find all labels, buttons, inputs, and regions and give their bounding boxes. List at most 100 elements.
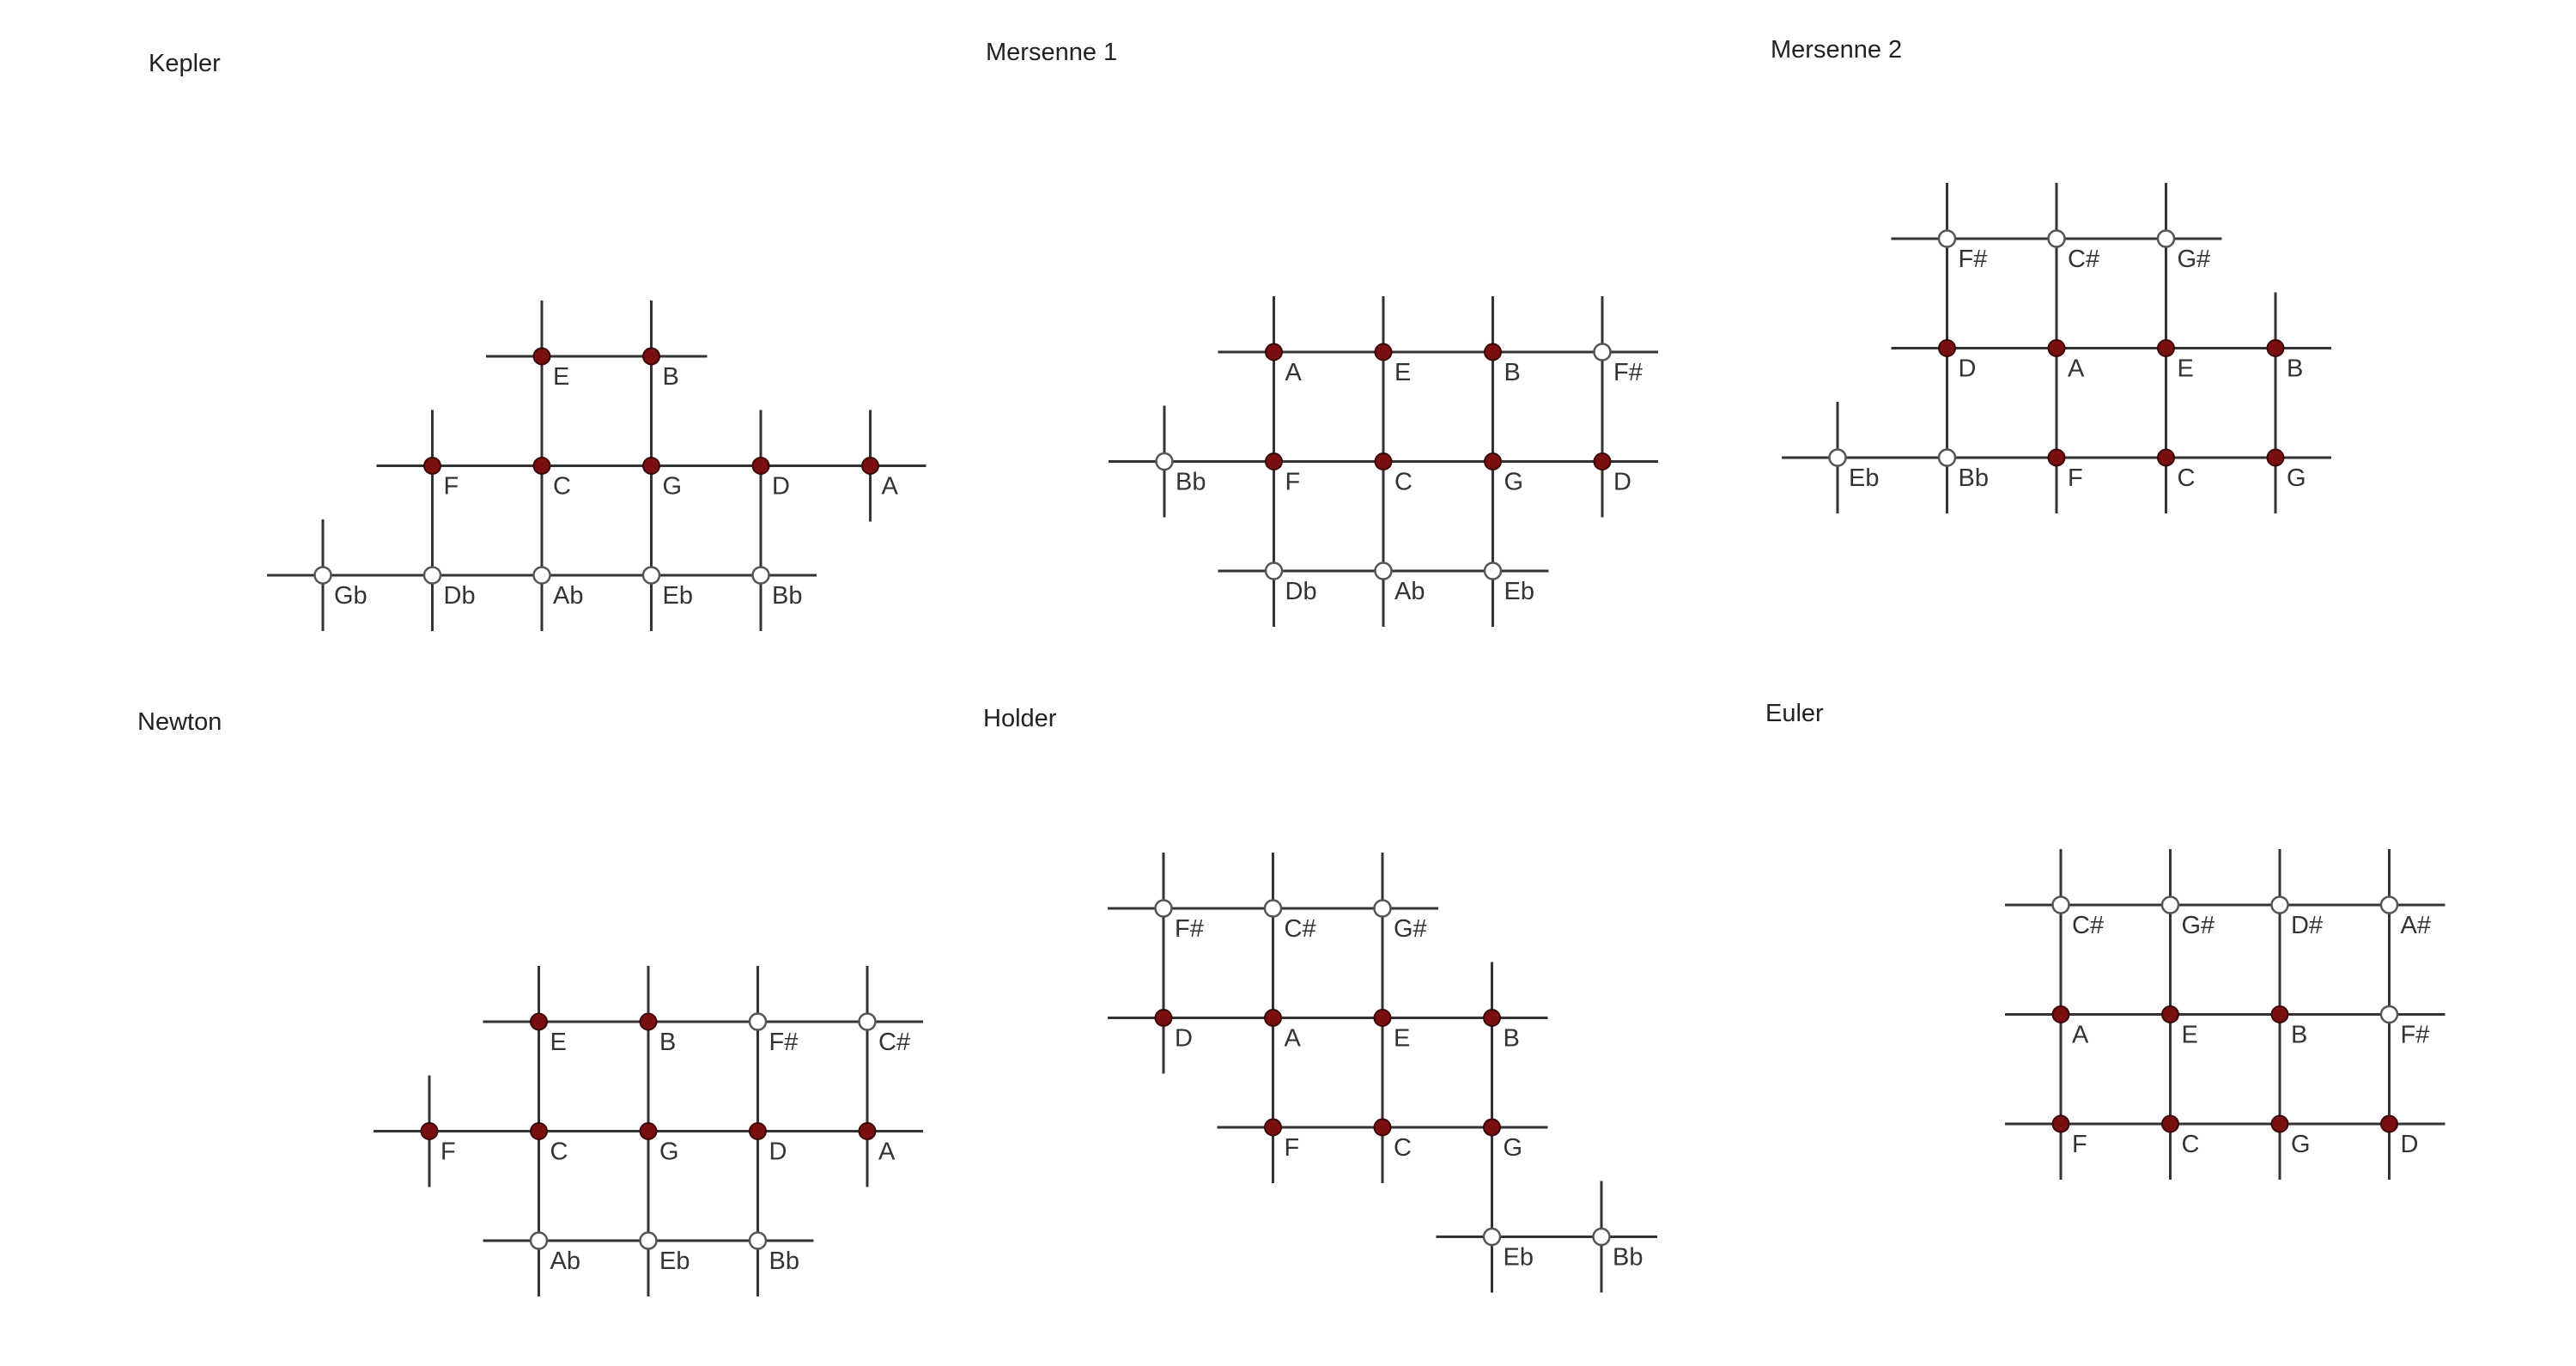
- panel-3: Newton E B F# C# F C G D A Ab Eb Bb: [137, 708, 923, 1296]
- open-node: [422, 566, 442, 585]
- open-node: [751, 566, 770, 585]
- note-label: E: [550, 1029, 567, 1056]
- note-label: Bb: [1959, 464, 1989, 492]
- note-label: E: [1394, 1025, 1410, 1053]
- filled-node: [751, 457, 770, 475]
- open-node: [748, 1231, 768, 1250]
- filled-node: [1373, 1009, 1392, 1027]
- open-node: [1592, 1227, 1611, 1247]
- note-label: F: [2072, 1131, 2087, 1158]
- filled-node: [1938, 339, 1956, 357]
- filled-node: [861, 457, 879, 475]
- filled-node: [420, 1122, 439, 1140]
- note-label: B: [1504, 359, 1521, 386]
- note-label: C: [2178, 464, 2196, 492]
- open-node: [2047, 229, 2066, 248]
- open-node: [313, 566, 332, 585]
- note-label: G: [659, 1138, 679, 1166]
- filled-node: [2266, 448, 2285, 467]
- note-label: G#: [2182, 912, 2215, 939]
- note-label: G: [1504, 1134, 1523, 1162]
- panel-4: Holder F# C# G# D A E B F C G Eb Bb: [983, 705, 1657, 1293]
- filled-node: [1483, 1009, 1501, 1027]
- note-label: Db: [1285, 578, 1317, 605]
- note-label: E: [2182, 1022, 2198, 1049]
- note-label: D: [1613, 469, 1631, 496]
- note-label: F#: [2401, 1022, 2430, 1049]
- filled-node: [1374, 343, 1393, 361]
- note-label: B: [663, 363, 679, 391]
- note-label: C#: [2072, 912, 2104, 939]
- note-label: G#: [1394, 915, 1427, 943]
- note-label: G: [2287, 464, 2306, 492]
- note-label: A: [1285, 359, 1303, 386]
- open-node: [1263, 899, 1283, 918]
- filled-node: [1374, 452, 1393, 471]
- note-label: F#: [1959, 246, 1988, 273]
- open-node: [1937, 229, 1957, 248]
- note-label: D: [1175, 1025, 1193, 1053]
- note-label: C#: [1285, 915, 1316, 943]
- open-node: [2270, 895, 2289, 914]
- filled-node: [532, 347, 551, 366]
- note-label: B: [659, 1029, 676, 1056]
- filled-node: [2157, 448, 2175, 467]
- open-node: [2379, 1005, 2399, 1024]
- filled-node: [2051, 1005, 2070, 1023]
- note-label: Ab: [553, 582, 583, 610]
- filled-node: [2270, 1114, 2289, 1133]
- note-label: D: [769, 1138, 787, 1166]
- filled-node: [2161, 1005, 2179, 1023]
- open-node: [1828, 448, 1847, 467]
- note-label: B: [2291, 1022, 2307, 1049]
- open-node: [529, 1231, 549, 1250]
- note-label: D: [1959, 355, 1977, 383]
- note-label: Eb: [1504, 1244, 1534, 1272]
- open-node: [1483, 562, 1503, 580]
- note-label: B: [2287, 355, 2303, 383]
- note-label: Eb: [1504, 578, 1534, 605]
- panel-title: Mersenne 1: [986, 39, 1117, 66]
- note-label: Bb: [1613, 1244, 1643, 1272]
- note-label: C: [2182, 1131, 2200, 1158]
- note-label: F#: [769, 1029, 799, 1056]
- note-label: Ab: [550, 1248, 580, 1275]
- note-label: Ab: [1394, 578, 1425, 605]
- filled-node: [2270, 1005, 2289, 1023]
- panel-1: Mersenne 1 A E B F# Bb F C G D Db Ab Eb: [986, 39, 1658, 627]
- note-label: F: [2068, 464, 2083, 492]
- note-label: Eb: [663, 582, 693, 610]
- filled-node: [1373, 1118, 1392, 1137]
- filled-node: [1264, 1009, 1282, 1027]
- open-node: [1593, 343, 1612, 361]
- filled-node: [639, 1012, 658, 1031]
- panel-title: Newton: [137, 708, 222, 736]
- filled-node: [642, 457, 660, 475]
- open-node: [748, 1012, 768, 1031]
- filled-node: [1154, 1009, 1173, 1027]
- note-label: Bb: [772, 582, 802, 610]
- filled-node: [1593, 452, 1612, 471]
- open-node: [1374, 562, 1393, 580]
- panel-title: Kepler: [149, 50, 221, 77]
- note-label: F: [440, 1138, 456, 1166]
- note-label: F#: [1175, 915, 1204, 943]
- panel-title: Mersenne 2: [1771, 36, 1902, 64]
- filled-node: [858, 1122, 877, 1140]
- note-label: C: [550, 1138, 568, 1166]
- note-label: A: [1285, 1025, 1302, 1053]
- note-label: A: [2072, 1022, 2089, 1049]
- filled-node: [1264, 1118, 1282, 1137]
- open-node: [641, 566, 661, 585]
- note-label: A: [2068, 355, 2085, 383]
- filled-node: [530, 1122, 548, 1140]
- open-node: [532, 566, 551, 585]
- note-label: Gb: [334, 582, 368, 610]
- note-label: Eb: [1849, 464, 1879, 492]
- note-label: F#: [1613, 359, 1643, 386]
- filled-node: [639, 1122, 658, 1140]
- note-label: Bb: [769, 1248, 799, 1275]
- open-node: [639, 1231, 658, 1250]
- open-node: [2160, 895, 2180, 914]
